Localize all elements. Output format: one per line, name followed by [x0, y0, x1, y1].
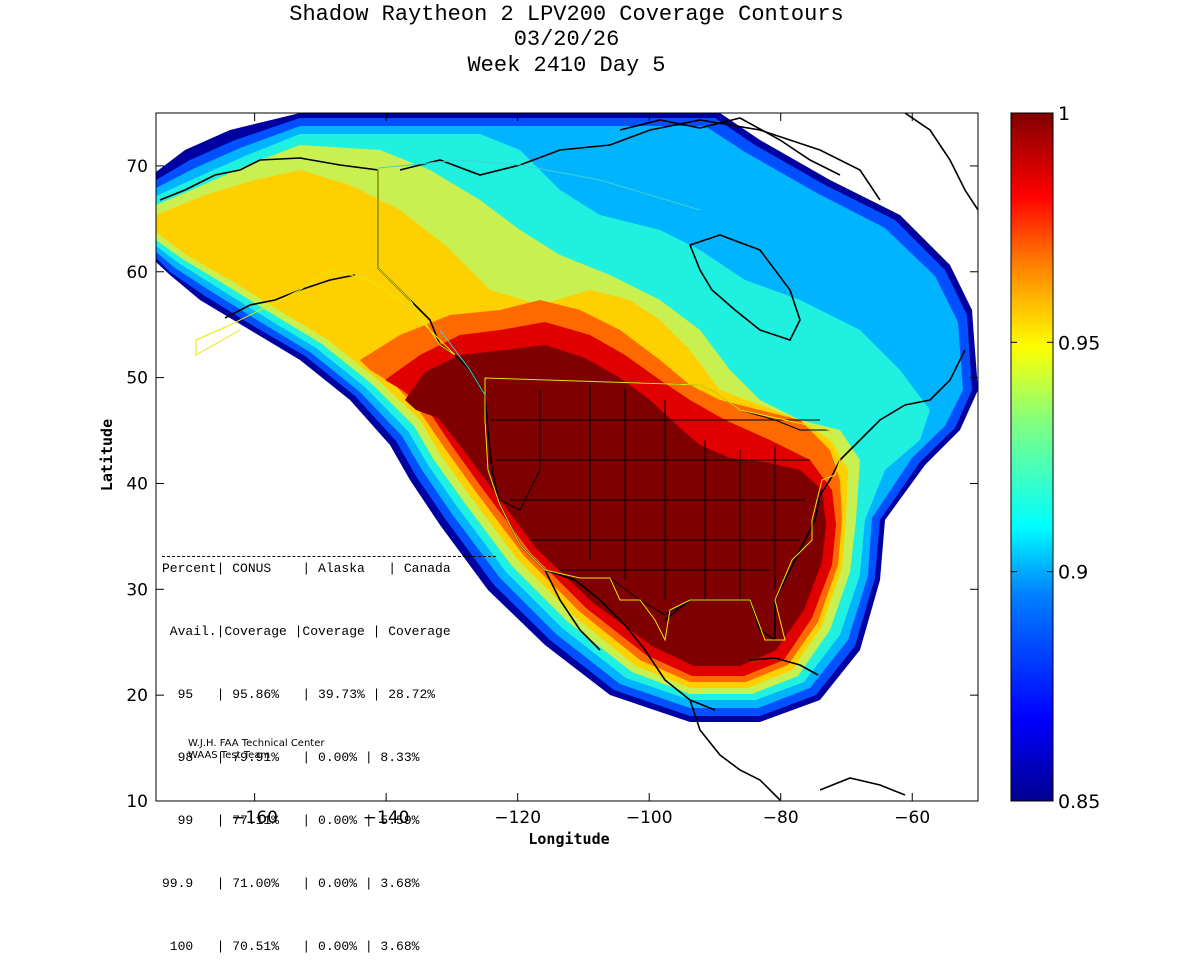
table-row: 100 | 70.51% | 0.00% | 3.68%	[162, 939, 420, 954]
x-axis: −160 −140 −120 −100 −80 −60	[231, 113, 930, 828]
coast-arctic	[399, 119, 881, 201]
coast-atlantic-canada	[839, 349, 966, 461]
colorbar-ticks: 1 0.95 0.9 0.85	[1011, 103, 1100, 813]
coast-cuba	[749, 657, 819, 676]
x-tick-label: −60	[894, 808, 930, 828]
credit-line-2: WAAS Test Team	[188, 750, 271, 761]
table-row: 98 | 79.91% | 0.00% | 8.33%	[162, 750, 420, 765]
table-separator	[162, 556, 496, 557]
colorbar-tick-label: 0.95	[1058, 332, 1100, 354]
y-axis-title: Latitude	[98, 419, 116, 491]
x-tick-label: −160	[231, 808, 278, 828]
region-conus	[484, 377, 841, 642]
coast-central-america	[689, 699, 781, 801]
table-row: 95 | 95.86% | 39.73% | 28.72%	[162, 687, 436, 702]
y-tick-label: 20	[126, 686, 148, 706]
y-tick-label: 10	[126, 792, 148, 812]
chart-date: 03/20/26	[513, 27, 620, 52]
coast-south-america	[819, 777, 906, 796]
table-row: 99.9 | 71.00% | 0.00% | 3.68%	[162, 876, 420, 891]
y-tick-label: 60	[126, 263, 148, 283]
x-tick-label: −100	[626, 808, 673, 828]
coverage-map: −160 −140 −120 −100 −80 −60 10 20 30 40 50 60 70 Lo…	[98, 103, 1100, 848]
y-tick-label: 30	[126, 580, 148, 600]
contour-100	[405, 345, 826, 666]
y-tick-label: 50	[126, 369, 148, 389]
colorbar-tick-label: 0.9	[1058, 562, 1088, 584]
coast-alaska-south	[224, 274, 356, 319]
coast-greenland	[904, 113, 978, 211]
x-tick-label: −80	[763, 808, 799, 828]
colorbar-tick-label: 0.85	[1058, 791, 1100, 813]
x-axis-title: Longitude	[528, 830, 609, 848]
chart-week-day: Week 2410 Day 5	[467, 53, 666, 78]
chart-title: Shadow Raytheon 2 LPV200 Coverage Contou…	[289, 2, 844, 27]
y-tick-label: 40	[126, 474, 148, 494]
colorbar	[1010, 112, 1054, 802]
credit-line-1: W.J.H. FAA Technical Center	[188, 738, 325, 749]
coast-baja	[544, 569, 601, 651]
x-tick-label: −140	[363, 808, 410, 828]
coverage-regions	[195, 168, 841, 642]
region-alaska	[195, 168, 456, 356]
colorbar-tick-label: 1	[1058, 103, 1070, 125]
coast-arctic-islands	[619, 117, 841, 176]
plot-frame	[155, 112, 979, 802]
coast-hudson	[688, 234, 801, 341]
y-tick-label: 70	[126, 157, 148, 177]
region-canada	[377, 159, 701, 396]
y-axis: 10 20 30 40 50 60 70	[126, 157, 978, 812]
table-header-2: Avail.|Coverage |Coverage | Coverage	[162, 624, 451, 639]
table-row: 99 | 77.11% | 0.00% | 5.59%	[162, 813, 420, 828]
table-header-1: Percent| CONUS | Alaska | Canada	[162, 561, 451, 576]
x-tick-label: −120	[494, 808, 541, 828]
coast-pacific	[484, 394, 716, 711]
